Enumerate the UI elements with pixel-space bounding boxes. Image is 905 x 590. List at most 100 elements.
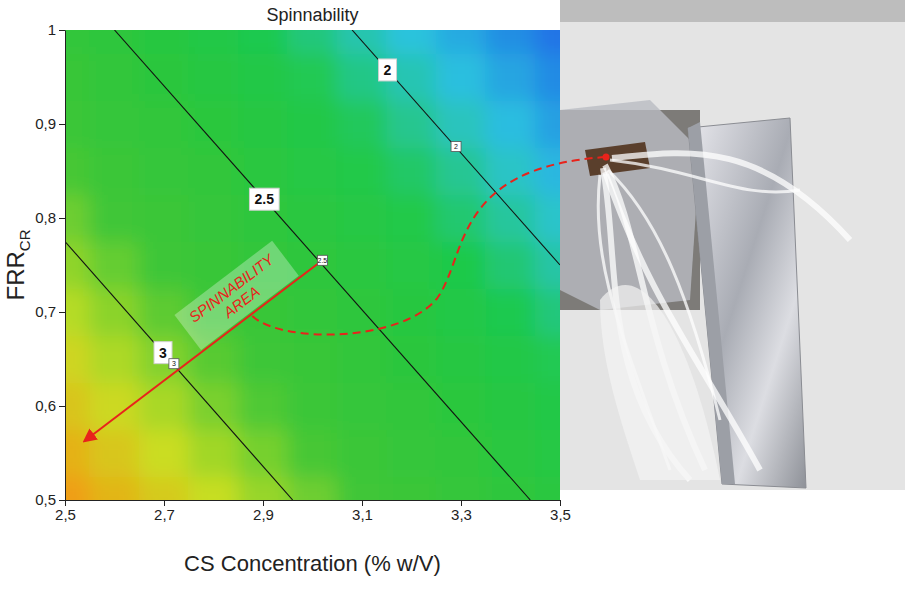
heat-cell [337,429,388,477]
heat-cell [89,476,140,500]
y-axis-line [65,31,66,501]
heat-cell [89,288,140,336]
flag-box [169,359,179,369]
x-axis-line [66,500,561,501]
heat-cell [287,194,338,242]
heat-cell [485,241,536,289]
heat-cell [535,53,560,101]
heatmap [65,30,560,500]
annotation-arrow [85,260,323,440]
connector [252,157,606,335]
tick-mark [59,30,65,31]
contour-label: 2.5 [249,188,279,210]
heat-cell [238,53,289,101]
heat-cell [485,53,536,101]
heat-cell [436,100,487,148]
heat-cell [337,147,388,195]
annotation-box [174,241,298,350]
tick-label: 3,5 [550,506,571,523]
flag: 2.5 [317,255,327,265]
plot-area [65,30,560,500]
heat-cell [386,335,437,383]
heat-cell [188,100,239,148]
heat-cell [139,241,190,289]
tick-mark [59,218,65,219]
contour-label-box [249,188,279,210]
heat-cell [386,194,437,242]
heat-cell [89,335,140,383]
heat-cell [535,100,560,148]
heat-cell [139,147,190,195]
heat-cell [139,30,190,54]
heat-cell [287,429,338,477]
tick: 2,7 [154,500,175,523]
heat-cell [485,100,536,148]
heat-cell [485,288,536,336]
heat-cell [386,476,437,500]
tick-label: 2,9 [253,506,274,523]
tick: 0,6 [35,397,65,414]
heat-cell [65,53,90,101]
x-axis-title: CS Concentration (% w/V) [184,551,441,576]
tick-mark [59,124,65,125]
heat-cell [89,100,140,148]
heat-cell [139,429,190,477]
tick-label: 1 [48,21,56,38]
heat-cell [287,53,338,101]
heat-cell [139,476,190,500]
y-axis-title-subscript: CR [16,229,33,251]
contour-label-text: 2.5 [254,191,274,207]
tick-label: 2,7 [154,506,175,523]
tick: 3,1 [352,500,373,523]
annotation-text: AREA [219,283,263,322]
tick: 3,3 [451,500,472,523]
heat-cell [535,241,560,289]
flag-text: 2.5 [318,257,328,264]
tick: 0,8 [35,209,65,226]
photo-background [560,0,905,490]
heat-cell [238,335,289,383]
heat-cell [65,382,90,430]
heat-cell [386,288,437,336]
heat-cell [188,476,239,500]
heat-cell [238,476,289,500]
heat-cell [436,194,487,242]
heat-cell [65,335,90,383]
heat-cell [238,382,289,430]
heat-cell [188,429,239,477]
heat-cell [535,147,560,195]
heat-cell [287,476,338,500]
chart-title: Spinnability [266,5,358,25]
heat-cell [188,194,239,242]
heat-cell [535,429,560,477]
annotation: SPINNABILITYAREA [174,241,298,350]
connector-end [603,154,610,161]
tick-mark [59,312,65,313]
heat-cell [139,100,190,148]
photo-fiber [612,153,850,240]
tick: 0,9 [35,115,65,132]
flag: 3 [169,359,179,369]
tick: 0,7 [35,303,65,320]
heat-cell [89,53,140,101]
heat-cell [337,382,388,430]
heat-cell [89,241,140,289]
heat-cell [436,30,487,54]
heat-cell [386,147,437,195]
contour-label-text: 2 [384,62,392,78]
heat-cell [535,194,560,242]
heat-cell [287,288,338,336]
tick-mark [59,500,65,501]
heat-cell [139,382,190,430]
heat-cell [436,147,487,195]
heat-cell [436,288,487,336]
photo [560,0,905,490]
heat-cell [65,147,90,195]
heat-cell [238,100,289,148]
contour-label-text: 3 [159,345,167,361]
heat-cell [535,30,560,54]
x-axis: 2,52,72,93,13,33,5 [55,500,571,523]
photo-foil-back [560,100,700,310]
tick-label: 3,3 [451,506,472,523]
heat-cell [337,241,388,289]
